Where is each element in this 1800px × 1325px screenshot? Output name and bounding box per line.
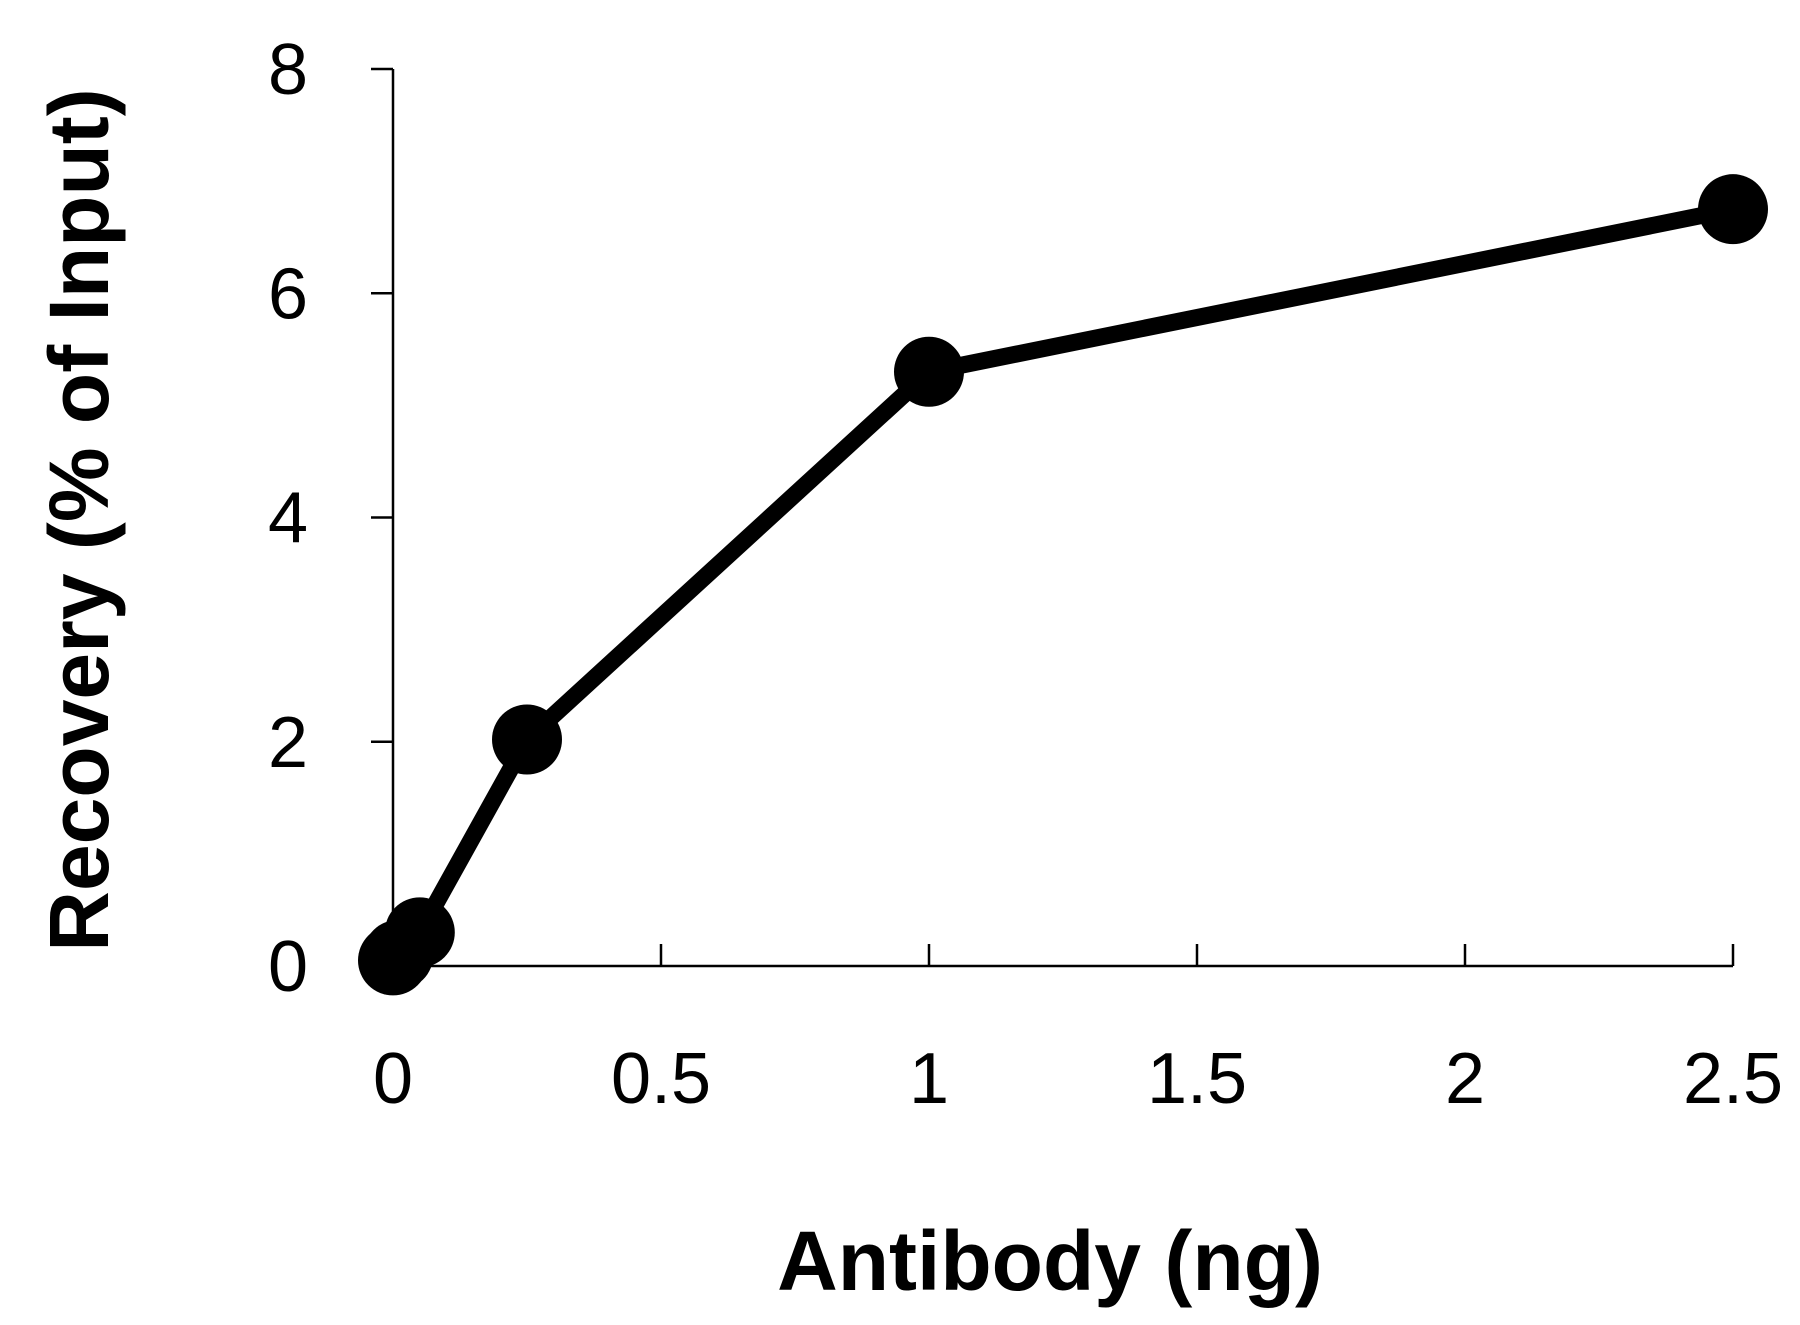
y-axis-title: Recovery (% of Input) — [32, 88, 126, 951]
data-point-marker — [1698, 174, 1768, 245]
x-tick-label: 1 — [909, 1039, 949, 1119]
series-layer — [358, 174, 1768, 996]
y-tick-label: 6 — [268, 254, 308, 334]
x-tick-label: 2.5 — [1683, 1039, 1783, 1119]
plot-area: 0 2 4 6 8 0 0.5 1 1.5 2 2.5 — [268, 30, 1783, 1119]
series-line — [384, 200, 1742, 969]
x-axis-title: Antibody (ng) — [777, 1214, 1323, 1308]
y-axis-ticks: 0 2 4 6 8 — [268, 30, 393, 1007]
x-axis-ticks: 0 0.5 1 1.5 2 2.5 — [373, 944, 1783, 1119]
x-tick-label: 1.5 — [1147, 1039, 1247, 1119]
x-tick-label: 2 — [1445, 1039, 1485, 1119]
y-tick-label: 4 — [268, 479, 308, 559]
x-tick-label: 0 — [373, 1039, 413, 1119]
x-tick-label: 0.5 — [611, 1039, 711, 1119]
data-point-marker — [384, 897, 455, 968]
data-point-marker — [492, 704, 562, 775]
y-tick-label: 0 — [268, 927, 308, 1007]
y-tick-label: 2 — [268, 703, 308, 783]
data-point-marker — [894, 336, 964, 407]
y-tick-label: 8 — [268, 30, 308, 110]
